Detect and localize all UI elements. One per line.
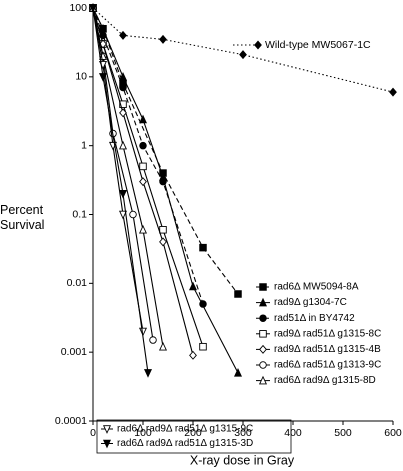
series-line bbox=[92, 7, 149, 373]
x-tick-label: 0 bbox=[90, 427, 96, 439]
marker bbox=[98, 73, 108, 82]
marker bbox=[234, 290, 242, 298]
x-tick-label: 300 bbox=[234, 427, 252, 439]
y-tick-label: 1 bbox=[81, 139, 87, 151]
marker bbox=[102, 439, 112, 449]
marker bbox=[119, 100, 127, 108]
marker bbox=[139, 162, 147, 171]
legend-label: rad9Δ rad51Δ g1315-8C bbox=[274, 328, 381, 339]
marker bbox=[138, 224, 148, 234]
marker bbox=[138, 327, 148, 337]
marker bbox=[139, 177, 147, 187]
y-tick-label: 0.01 bbox=[67, 277, 88, 289]
y-tick-label: 0.001 bbox=[61, 346, 87, 358]
y-axis-label: Percent Survival bbox=[0, 203, 45, 232]
legend-label: rad6Δ MW5094-8A bbox=[274, 282, 359, 293]
marker bbox=[159, 237, 167, 247]
marker bbox=[88, 4, 98, 13]
x-tick-label: 100 bbox=[134, 427, 152, 439]
legend-label: rad9Δ g1304-7C bbox=[274, 297, 347, 308]
marker bbox=[199, 300, 207, 308]
marker bbox=[233, 368, 243, 377]
x-tick-label: 400 bbox=[284, 427, 302, 439]
x-tick-label: 500 bbox=[334, 427, 352, 439]
legend-label: rad51Δ in BY4742 bbox=[274, 313, 355, 324]
marker bbox=[118, 71, 128, 81]
legend-label: rad6Δ rad51Δ g1313-9C bbox=[274, 360, 381, 371]
y-tick-label: 0.0001 bbox=[55, 415, 87, 427]
marker bbox=[102, 425, 112, 434]
legend-label: rad6Δ rad9Δ rad51Δ g1315-9C bbox=[117, 424, 253, 435]
marker bbox=[389, 87, 397, 97]
marker bbox=[118, 140, 128, 150]
marker bbox=[118, 190, 128, 199]
marker bbox=[143, 369, 153, 378]
legend-label: rad6Δ rad9Δ g1315-8D bbox=[274, 375, 376, 386]
marker bbox=[259, 283, 267, 291]
marker bbox=[119, 108, 127, 118]
marker bbox=[149, 336, 157, 344]
series-line bbox=[92, 7, 204, 305]
marker bbox=[119, 30, 127, 40]
marker bbox=[129, 210, 137, 219]
marker bbox=[159, 226, 167, 234]
x-axis-label: X-ray dose in Gray bbox=[190, 453, 295, 467]
marker bbox=[188, 281, 198, 291]
legend-box bbox=[96, 419, 292, 454]
marker bbox=[239, 50, 247, 60]
legend-label: rad6Δ rad9Δ rad51Δ g1315-3D bbox=[117, 438, 253, 449]
x-tick-label: 200 bbox=[184, 427, 202, 439]
legend-label: Wild-type MW5067-1C bbox=[265, 39, 371, 51]
marker bbox=[259, 361, 267, 369]
marker bbox=[118, 210, 128, 220]
marker bbox=[259, 344, 267, 354]
marker bbox=[254, 40, 262, 50]
marker bbox=[139, 141, 147, 150]
marker bbox=[259, 330, 267, 338]
y-tick-label: 0.1 bbox=[72, 208, 87, 220]
marker bbox=[258, 297, 268, 307]
marker bbox=[119, 83, 127, 92]
marker bbox=[259, 314, 267, 322]
series-line bbox=[92, 7, 194, 356]
marker bbox=[159, 34, 167, 44]
marker bbox=[258, 375, 268, 385]
marker bbox=[138, 114, 148, 124]
series-line bbox=[92, 7, 204, 347]
x-tick-label: 600 bbox=[384, 427, 402, 439]
marker bbox=[199, 342, 207, 351]
marker bbox=[189, 350, 197, 360]
marker bbox=[199, 243, 207, 252]
marker bbox=[159, 177, 167, 186]
y-tick-label: 10 bbox=[75, 71, 87, 83]
y-tick-label: 100 bbox=[69, 2, 87, 14]
legend-label: rad9Δ rad51Δ g1315-4B bbox=[274, 344, 381, 355]
marker bbox=[158, 341, 168, 351]
